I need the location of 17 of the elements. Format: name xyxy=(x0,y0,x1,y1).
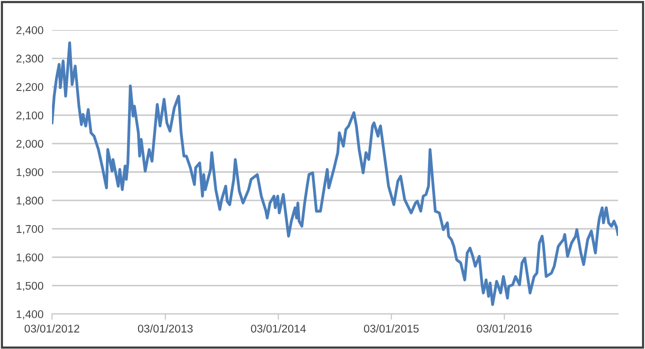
line-series xyxy=(52,41,618,306)
x-tick-label: 03/01/2014 xyxy=(250,324,306,333)
y-tick-label: 1,700 xyxy=(16,225,44,234)
y-tick-label: 2,100 xyxy=(16,111,44,121)
y-tick-label: 1,600 xyxy=(16,253,44,263)
y-tick-label: 1,400 xyxy=(16,310,44,320)
y-tick-label: 1,500 xyxy=(16,282,44,292)
x-tick-label: 03/01/2016 xyxy=(477,324,532,333)
x-tick-label: 03/01/2015 xyxy=(364,324,419,333)
x-tick-label: 03/01/2012 xyxy=(24,324,80,333)
y-tick-label: 1,800 xyxy=(16,196,44,206)
y-tick-label: 2,300 xyxy=(16,54,44,64)
x-tick-label: 03/01/2013 xyxy=(138,324,193,333)
y-tick-label: 2,400 xyxy=(16,26,44,36)
y-tick-label: 2,200 xyxy=(16,83,44,92)
y-tick-label: 2,000 xyxy=(16,140,44,150)
y-tick-label: 1,900 xyxy=(16,168,44,178)
